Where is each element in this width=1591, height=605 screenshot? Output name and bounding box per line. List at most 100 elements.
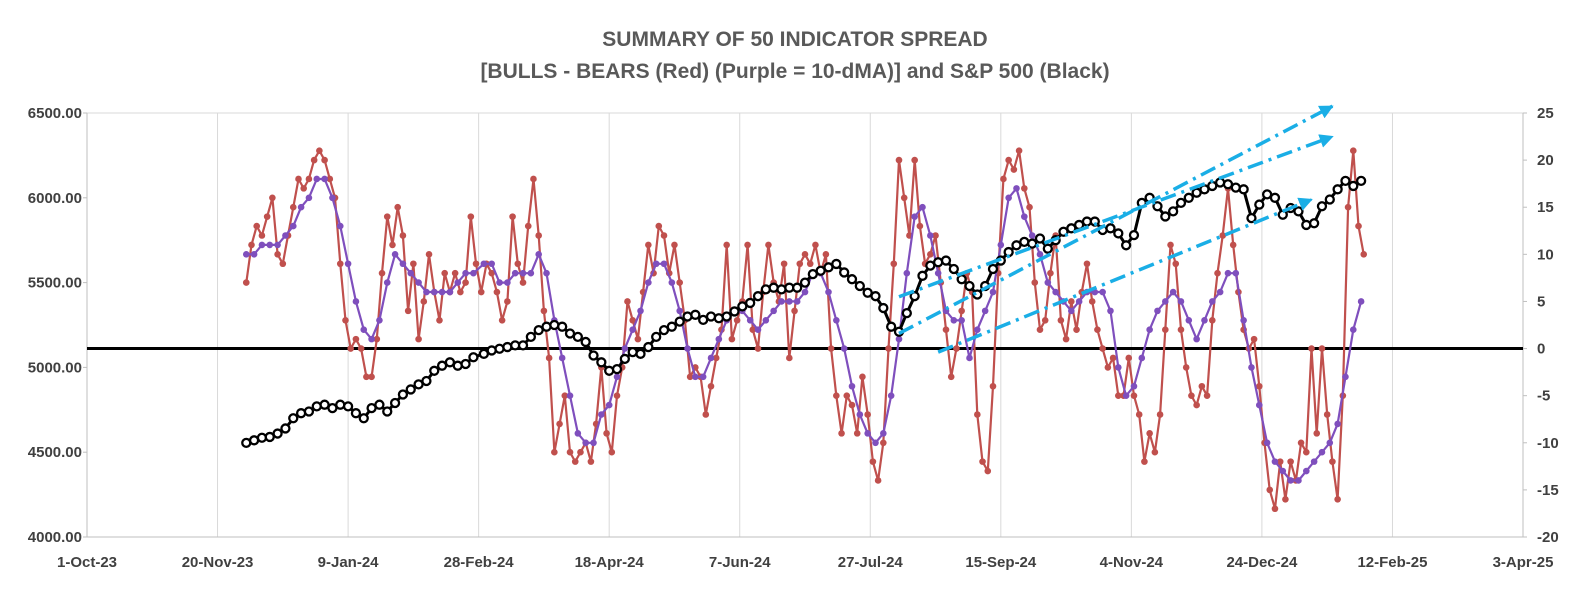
data-point [1026,203,1033,211]
data-point [886,321,897,332]
data-point [1000,175,1007,183]
data-point [927,251,934,258]
data-point [872,439,879,447]
data-point [682,311,693,322]
data-point [900,194,908,202]
data-point [280,423,291,434]
data-point [1308,345,1315,352]
data-point [524,222,532,230]
data-point [1120,240,1132,251]
data-point [480,260,488,268]
data-point [1036,326,1044,334]
data-point [843,392,851,399]
data-point [272,428,283,439]
data-point [1021,185,1028,192]
data-point [389,241,396,249]
data-point [1188,392,1195,399]
data-point [1209,316,1216,324]
right-y-tick-label: -15 [1537,482,1559,499]
data-point [438,288,446,296]
data-point [1062,335,1070,343]
right-y-tick-label: 5 [1537,293,1545,310]
data-point [263,213,271,220]
data-point [1109,354,1117,362]
data-point [1201,316,1208,324]
data-point [519,279,527,286]
data-point [854,280,865,292]
data-point [1073,326,1080,334]
data-point [1130,382,1138,390]
data-point [1318,448,1326,456]
data-point [557,321,568,332]
data-point [776,284,787,295]
data-point [1349,326,1357,334]
data-point [1255,382,1263,390]
data-point [1041,316,1049,324]
data-point [733,316,741,324]
data-point [1042,243,1053,254]
data-point [274,241,281,249]
data-point [357,345,365,352]
data-point [1287,458,1294,465]
data-point [519,269,527,277]
data-point [1105,223,1116,234]
data-point [864,430,871,437]
data-point [791,307,798,315]
data-point [360,326,368,334]
data-point [1279,467,1287,475]
data-point [651,331,662,343]
data-point [295,408,307,419]
data-point [613,373,621,381]
trend-line [937,197,1313,354]
data-point [454,279,462,286]
data-point [635,348,646,359]
data-point [1107,307,1114,315]
data-point [702,411,710,418]
data-point [1075,298,1083,305]
data-point [793,298,801,305]
data-point [604,365,615,376]
data-point [472,260,480,268]
data-point [1175,197,1187,209]
data-point [712,354,720,362]
data-point [399,260,407,268]
data-point [470,269,477,277]
right-y-tick-label: -5 [1537,388,1550,405]
data-point [997,241,1005,249]
data-point [624,298,631,305]
data-point [423,288,430,296]
data-point [451,269,459,277]
x-tick-label: 7-Jun-24 [709,554,771,571]
data-point [705,311,717,322]
data-point [329,194,336,202]
data-point [831,258,842,270]
data-point [242,279,250,286]
data-point [911,156,918,164]
data-point [964,280,975,292]
data-point [457,288,464,296]
data-point [540,307,548,315]
data-point [405,384,416,395]
data-point [561,392,569,399]
data-point [250,251,258,258]
data-point [728,335,736,343]
data-point [1115,364,1122,371]
data-point [745,297,756,309]
data-point [619,353,630,365]
data-point [989,288,997,296]
data-point [1301,219,1312,231]
data-point [1295,477,1302,484]
data-point [1162,326,1169,334]
data-point [336,260,344,268]
data-point [1342,373,1349,381]
data-point [780,260,788,268]
data-point [621,345,629,352]
data-point [467,213,475,220]
data-point [436,316,443,324]
data-point [373,335,381,343]
data-point [948,263,959,275]
data-point [1028,232,1036,239]
data-point [535,232,542,239]
data-point [1154,307,1161,315]
left-y-tick-label: 5000.00 [28,359,82,376]
